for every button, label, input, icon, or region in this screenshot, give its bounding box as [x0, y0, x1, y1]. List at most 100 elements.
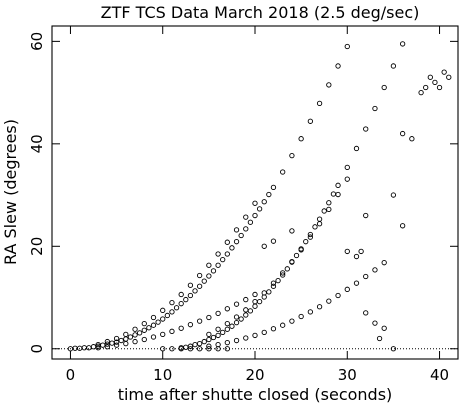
data-point — [261, 199, 267, 205]
data-point — [196, 283, 203, 289]
data-point — [150, 314, 157, 321]
data-point — [178, 325, 184, 331]
data-point — [233, 319, 240, 326]
data-point — [372, 267, 378, 273]
data-points — [67, 41, 452, 352]
x-tick-label: 10 — [153, 366, 172, 384]
data-point — [127, 334, 134, 340]
data-point — [187, 292, 194, 299]
data-point — [233, 301, 240, 307]
data-point — [344, 176, 350, 182]
data-point — [326, 298, 332, 304]
data-point — [150, 334, 157, 340]
data-point — [303, 239, 309, 245]
data-point — [206, 314, 212, 321]
data-point — [196, 340, 203, 347]
data-point — [270, 184, 277, 191]
data-point — [390, 63, 397, 69]
data-point — [196, 346, 203, 352]
y-tick-label: 40 — [28, 134, 46, 153]
data-point — [243, 307, 249, 313]
y-tick-label: 0 — [28, 344, 46, 354]
data-point — [113, 342, 120, 348]
data-point — [432, 79, 438, 86]
data-point — [252, 291, 258, 298]
data-point — [215, 251, 221, 257]
data-point — [243, 335, 249, 341]
data-point — [118, 337, 124, 344]
data-point — [252, 298, 258, 305]
data-point — [363, 310, 369, 316]
data-point — [358, 248, 364, 255]
data-point — [307, 118, 314, 124]
data-point — [316, 304, 323, 310]
data-point — [215, 262, 221, 268]
data-point — [141, 336, 147, 343]
data-point — [178, 301, 184, 307]
data-point — [344, 164, 350, 171]
data-point — [206, 331, 212, 338]
data-point — [178, 291, 184, 298]
x-tick-label: 20 — [245, 366, 264, 384]
data-point — [289, 318, 295, 324]
y-axis-label: RA Slew (degrees) — [1, 119, 20, 265]
data-point — [261, 329, 267, 336]
data-point — [104, 344, 111, 350]
data-point — [399, 41, 406, 47]
data-point — [238, 316, 244, 322]
data-point — [155, 319, 161, 325]
data-point — [187, 346, 194, 352]
data-point — [261, 243, 267, 249]
data-point — [266, 191, 272, 198]
data-point — [270, 326, 277, 332]
data-point — [409, 136, 415, 142]
data-point — [270, 283, 277, 289]
data-point — [353, 253, 360, 260]
data-point — [252, 332, 258, 339]
data-point — [247, 219, 254, 225]
data-point — [233, 239, 240, 245]
data-point — [441, 69, 447, 75]
data-point — [446, 74, 452, 80]
data-point — [215, 332, 221, 339]
data-point — [252, 212, 258, 219]
data-point — [233, 314, 240, 320]
data-point — [224, 321, 230, 327]
data-point — [210, 334, 217, 341]
data-point — [252, 200, 258, 206]
data-point — [215, 326, 221, 332]
data-point — [381, 325, 387, 331]
chart-title: ZTF TCS Data March 2018 (2.5 deg/sec) — [101, 3, 420, 22]
data-point — [399, 223, 406, 229]
data-point — [316, 100, 323, 107]
data-point — [229, 245, 235, 251]
data-point — [335, 182, 341, 188]
data-point — [206, 343, 212, 349]
data-point — [335, 292, 341, 299]
data-point — [363, 212, 369, 219]
data-point — [95, 345, 101, 351]
data-point — [169, 309, 175, 315]
data-point — [353, 145, 360, 152]
data-point — [220, 329, 226, 336]
data-point — [137, 330, 143, 336]
data-point — [335, 191, 341, 198]
data-point — [261, 290, 267, 296]
data-point — [132, 332, 138, 338]
plot-area: 0 10 20 30 40 0 20 40 60 — [28, 25, 459, 384]
data-point — [104, 338, 111, 345]
data-point — [224, 251, 230, 257]
data-point — [399, 130, 406, 137]
data-point — [284, 266, 290, 272]
data-point — [229, 323, 235, 329]
data-point — [206, 273, 212, 279]
data-point — [353, 280, 360, 286]
data-point — [169, 346, 175, 352]
y-tick-label: 20 — [28, 237, 46, 256]
data-point — [215, 310, 221, 317]
data-point — [132, 326, 138, 332]
data-point — [243, 226, 249, 232]
data-point — [270, 238, 277, 244]
